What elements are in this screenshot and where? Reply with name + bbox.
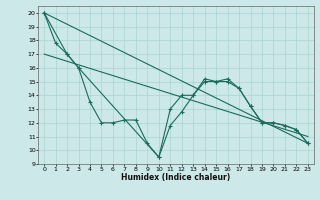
X-axis label: Humidex (Indice chaleur): Humidex (Indice chaleur) (121, 173, 231, 182)
